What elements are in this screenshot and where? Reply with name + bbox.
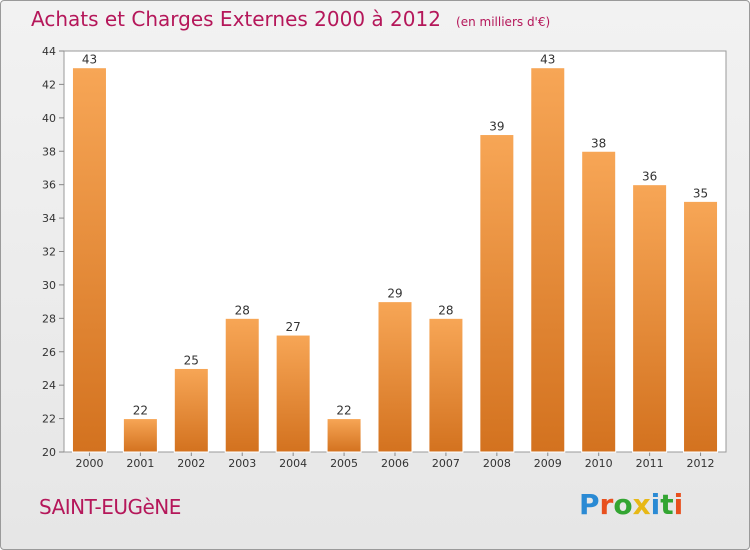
x-tick-label: 2011 [636, 457, 664, 470]
logo-letter: i [650, 488, 661, 521]
logo-letter: t [660, 488, 674, 521]
bar [632, 184, 668, 453]
proxiti-logo[interactable]: Proxiti [579, 488, 683, 521]
bar [71, 67, 107, 453]
y-tick-label: 40 [42, 112, 56, 125]
commune-name: SAINT-EUGèNE [39, 495, 181, 519]
y-tick-label: 30 [42, 279, 56, 292]
x-tick-label: 2002 [177, 457, 205, 470]
x-tick-label: 2008 [483, 457, 511, 470]
y-tick-label: 24 [42, 379, 56, 392]
x-tick-label: 2003 [228, 457, 256, 470]
x-axis: 2000 2001 2002 2003 2004 2005 2006 2007 2008 2009… [75, 452, 715, 470]
bar [530, 67, 566, 453]
bar [275, 334, 311, 453]
chart-unit-label: (en milliers d'€) [456, 15, 551, 29]
logo-letter: r [599, 488, 614, 521]
bar-value-label: 22 [336, 404, 351, 418]
bar-value-label: 29 [387, 287, 402, 301]
bar [326, 418, 362, 453]
bars: 43 22 25 28 27 22 29 28 39 43 38 36 35 [71, 53, 719, 453]
bar-value-label: 39 [489, 120, 504, 134]
bar-value-label: 27 [286, 320, 301, 334]
x-tick-label: 2001 [126, 457, 154, 470]
logo-letter: o [613, 488, 633, 521]
x-tick-label: 2006 [381, 457, 409, 470]
bar-value-label: 25 [184, 353, 199, 367]
bar-value-label: 35 [693, 186, 708, 200]
bar [122, 418, 158, 453]
bar-value-label: 22 [133, 404, 148, 418]
x-tick-label: 2005 [330, 457, 358, 470]
y-tick-label: 28 [42, 312, 56, 325]
y-tick-label: 26 [42, 346, 56, 359]
logo-letter: P [579, 488, 600, 521]
bar-value-label: 36 [642, 170, 657, 184]
bar [224, 317, 260, 453]
y-axis: 20 22 24 26 28 30 32 34 36 38 40 42 44 [42, 45, 64, 459]
bar [428, 317, 464, 453]
x-tick-label: 2000 [75, 457, 103, 470]
x-tick-label: 2007 [432, 457, 460, 470]
bar-value-label: 28 [235, 303, 250, 317]
y-tick-label: 38 [42, 145, 56, 158]
bar-value-label: 28 [438, 303, 453, 317]
bar [581, 150, 617, 453]
bar-value-label: 43 [540, 53, 555, 67]
y-tick-label: 20 [42, 446, 56, 459]
x-tick-label: 2009 [534, 457, 562, 470]
x-tick-label: 2010 [585, 457, 613, 470]
bar-value-label: 43 [82, 53, 97, 67]
bar-value-label: 38 [591, 136, 606, 150]
y-tick-label: 44 [42, 45, 56, 58]
logo-letter: x [632, 488, 651, 521]
y-tick-label: 22 [42, 413, 56, 426]
y-tick-label: 34 [42, 212, 56, 225]
chart-title-block: Achats et Charges Externes 2000 à 2012 (… [31, 7, 550, 31]
bar [479, 134, 515, 453]
chart-title: Achats et Charges Externes 2000 à 2012 [31, 7, 441, 31]
y-tick-label: 42 [42, 78, 56, 91]
bar [683, 200, 719, 453]
bar [173, 367, 209, 453]
x-tick-label: 2012 [687, 457, 715, 470]
bar [377, 301, 413, 453]
logo-letter: i [673, 488, 684, 521]
x-tick-label: 2004 [279, 457, 307, 470]
y-tick-label: 32 [42, 246, 56, 259]
y-tick-label: 36 [42, 179, 56, 192]
